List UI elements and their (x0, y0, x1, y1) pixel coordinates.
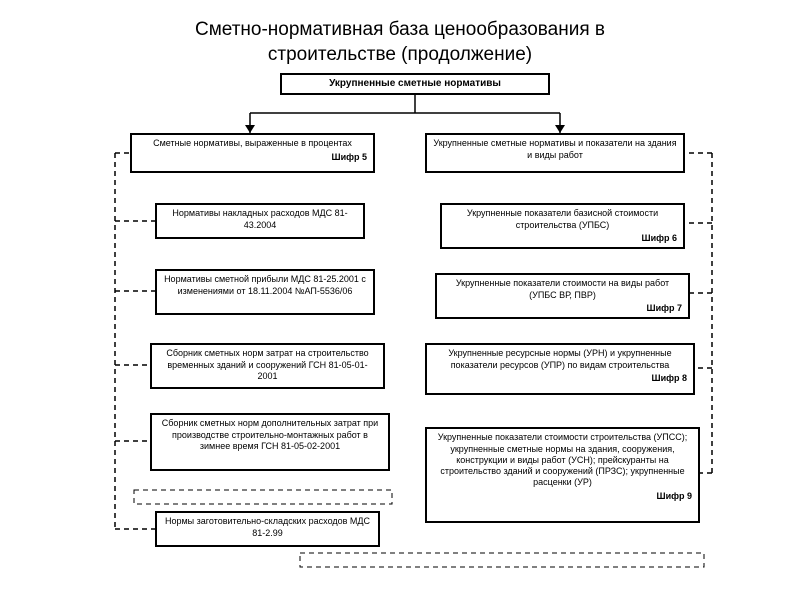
right-node-3-code: Шифр 8 (433, 373, 687, 384)
root-node: Укрупненные сметные нормативы (280, 73, 550, 95)
left-node-0-text: Сметные нормативы, выраженные в процента… (138, 138, 367, 149)
left-node-4-text: Сборник сметных норм дополнительных затр… (158, 418, 382, 452)
left-node-5: Нормы заготовительно-складских расходов … (155, 511, 380, 547)
left-node-4: Сборник сметных норм дополнительных затр… (150, 413, 390, 471)
right-node-3-text: Укрупненные ресурсные нормы (УРН) и укру… (433, 348, 687, 371)
left-node-0-code: Шифр 5 (138, 152, 367, 163)
left-node-5-text: Нормы заготовительно-складских расходов … (163, 516, 372, 539)
right-node-3: Укрупненные ресурсные нормы (УРН) и укру… (425, 343, 695, 395)
left-node-3: Сборник сметных норм затрат на строитель… (150, 343, 385, 389)
right-node-2-code: Шифр 7 (443, 303, 682, 314)
title-line1: Сметно-нормативная база ценообразования … (195, 19, 605, 40)
right-node-1-text: Укрупненные показатели базисной стоимост… (448, 208, 677, 231)
right-node-1: Укрупненные показатели базисной стоимост… (440, 203, 685, 249)
right-node-0: Укрупненные сметные нормативы и показате… (425, 133, 685, 173)
left-node-3-text: Сборник сметных норм затрат на строитель… (158, 348, 377, 382)
right-node-4-code: Шифр 9 (433, 491, 692, 502)
right-node-4-text: Укрупненные показатели стоимости строите… (433, 432, 692, 488)
right-node-2: Укрупненные показатели стоимости на виды… (435, 273, 690, 319)
right-node-4: Укрупненные показатели стоимости строите… (425, 427, 700, 523)
left-node-2: Нормативы сметной прибыли МДС 81-25.2001… (155, 269, 375, 315)
left-node-0: Сметные нормативы, выраженные в процента… (130, 133, 375, 173)
left-node-1: Нормативы накладных расходов МДС 81-43.2… (155, 203, 365, 239)
right-node-2-text: Укрупненные показатели стоимости на виды… (443, 278, 682, 301)
right-node-1-code: Шифр 6 (448, 233, 677, 244)
right-node-0-text: Укрупненные сметные нормативы и показате… (433, 138, 677, 161)
left-node-2-text: Нормативы сметной прибыли МДС 81-25.2001… (163, 274, 367, 297)
left-node-1-text: Нормативы накладных расходов МДС 81-43.2… (163, 208, 357, 231)
page-title: Сметно-нормативная база ценообразования … (0, 0, 800, 73)
flowchart-diagram: Укрупненные сметные нормативы Сметные нор… (0, 73, 800, 583)
title-line2: строительстве (продолжение) (268, 44, 532, 65)
